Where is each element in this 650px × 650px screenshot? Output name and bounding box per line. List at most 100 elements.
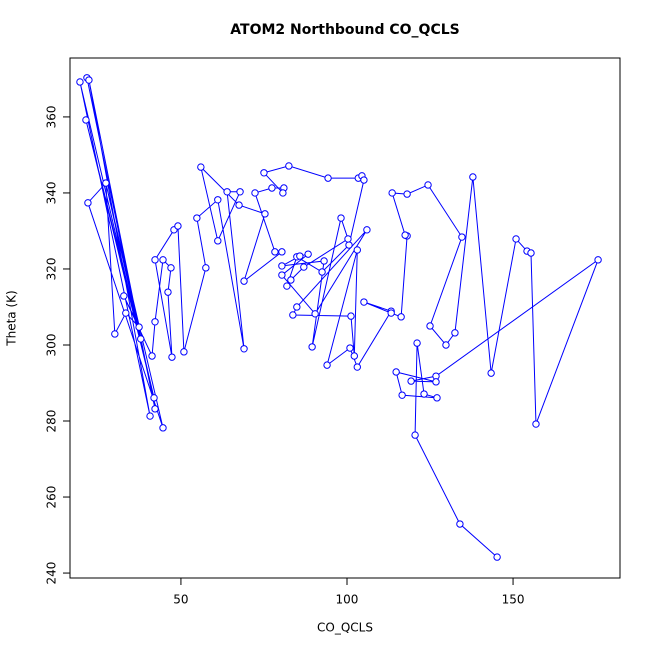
y-tick-label: 340 [45, 181, 59, 204]
point [240, 345, 248, 353]
point [324, 174, 332, 182]
point [512, 235, 520, 243]
point [311, 310, 319, 318]
point [120, 292, 128, 300]
point [135, 323, 143, 331]
point [451, 329, 459, 337]
series-line [79, 77, 600, 558]
point [337, 214, 345, 222]
point [432, 378, 440, 386]
point [137, 335, 145, 343]
point [300, 263, 308, 271]
point [278, 271, 286, 279]
point [159, 256, 167, 264]
x-tick-label: 100 [336, 593, 359, 607]
point [287, 276, 295, 284]
point [260, 169, 268, 177]
point [151, 318, 159, 326]
point [411, 431, 419, 439]
x-tick-label: 150 [502, 593, 525, 607]
point [151, 256, 159, 264]
point [271, 248, 279, 256]
point [346, 344, 354, 352]
point [197, 163, 205, 171]
point [159, 424, 167, 432]
point [193, 214, 201, 222]
point [293, 303, 301, 311]
point [388, 189, 396, 197]
plot-frame [69, 57, 621, 579]
point [180, 348, 188, 356]
point [148, 352, 156, 360]
point [456, 520, 464, 528]
point [424, 181, 432, 189]
point [527, 249, 535, 257]
point [278, 248, 286, 256]
point [174, 222, 182, 230]
point [235, 201, 243, 209]
point [168, 353, 176, 361]
point [76, 78, 84, 86]
y-tick-label: 300 [45, 334, 59, 357]
point [308, 343, 316, 351]
point [420, 390, 428, 398]
point [360, 298, 368, 306]
point [403, 190, 411, 198]
point [344, 235, 352, 243]
point [304, 250, 312, 258]
point [426, 322, 434, 330]
point [387, 309, 395, 317]
point [407, 377, 415, 385]
y-tick-label: 360 [45, 105, 59, 128]
point [285, 162, 293, 170]
point [353, 246, 361, 254]
point [442, 341, 450, 349]
point [279, 189, 287, 197]
point [347, 312, 355, 320]
x-tick-label: 50 [173, 593, 188, 607]
point [397, 313, 405, 321]
point [261, 210, 269, 218]
point [296, 252, 304, 260]
point [111, 330, 119, 338]
point [360, 176, 368, 184]
point [278, 262, 286, 270]
point [251, 189, 259, 197]
point [289, 311, 297, 319]
point [320, 257, 328, 265]
point [150, 394, 158, 402]
point [594, 256, 602, 264]
x-axis-label: CO_QCLS [317, 621, 373, 635]
point [82, 116, 90, 124]
point [458, 233, 466, 241]
y-tick-label: 320 [45, 258, 59, 281]
point [102, 179, 110, 187]
point [532, 420, 540, 428]
point [350, 352, 358, 360]
point [214, 196, 222, 204]
point [392, 368, 400, 376]
point [487, 369, 495, 377]
point [413, 339, 421, 347]
point [84, 199, 92, 207]
point [493, 553, 501, 561]
y-axis-label: Theta (K) [5, 290, 19, 346]
point [167, 264, 175, 272]
point [433, 394, 441, 402]
point [151, 405, 159, 413]
point [202, 264, 210, 272]
point [146, 412, 154, 420]
point [345, 241, 353, 249]
point [318, 268, 326, 276]
point [398, 391, 406, 399]
y-tick-label: 280 [45, 410, 59, 433]
y-tick-label: 240 [45, 562, 59, 585]
point [236, 188, 244, 196]
point [214, 237, 222, 245]
point [240, 277, 248, 285]
point [323, 361, 331, 369]
point [469, 173, 477, 181]
y-tick-label: 260 [45, 486, 59, 509]
